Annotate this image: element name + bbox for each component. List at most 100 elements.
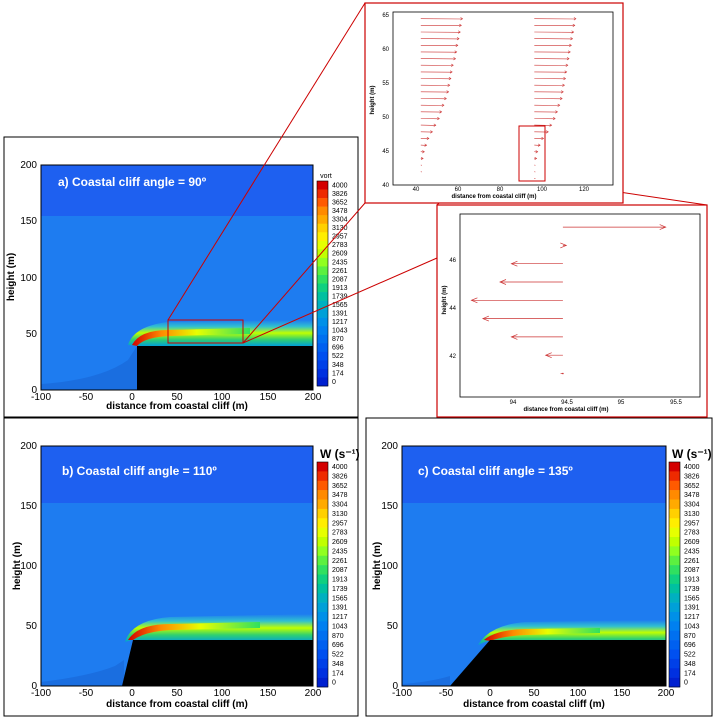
colorbar-swatch bbox=[317, 181, 328, 190]
panel-b-plot bbox=[40, 445, 314, 687]
colorbar-tick-label: 2783 bbox=[332, 242, 348, 249]
y-tick-label: 0 bbox=[31, 385, 37, 396]
colorbar-tick-label: 1565 bbox=[332, 595, 348, 602]
vector-arrowhead bbox=[566, 57, 570, 61]
x-tick-label: 0 bbox=[129, 392, 135, 403]
colorbar-tick-label: 870 bbox=[332, 336, 344, 343]
y-axis-label: height (m) bbox=[372, 542, 383, 590]
colorbar-tick-label: 174 bbox=[332, 670, 344, 677]
y-ticks: 0 50 100 150 200 bbox=[20, 441, 37, 692]
colorbar-swatch bbox=[669, 508, 680, 519]
x-tick-label: 100 bbox=[537, 187, 548, 193]
vector-arrowhead bbox=[446, 90, 450, 94]
colorbar-swatch bbox=[669, 537, 680, 547]
colorbar-swatch bbox=[317, 360, 328, 370]
colorbar-swatch bbox=[317, 677, 328, 688]
vector-arrowhead bbox=[561, 90, 564, 94]
x-tick-label: 94 bbox=[510, 400, 517, 406]
zoom-connector-line bbox=[242, 257, 438, 344]
colorbar-swatch bbox=[317, 326, 328, 336]
panel-title: c) Coastal cliff angle = 135º bbox=[418, 464, 573, 478]
colorbar-tick-label: 2087 bbox=[684, 567, 700, 574]
colorbar-swatch bbox=[669, 462, 680, 472]
colorbar-swatch bbox=[669, 546, 680, 557]
y-axis-label: height (m) bbox=[12, 542, 23, 590]
vector-arrowhead bbox=[448, 77, 452, 81]
colorbar-tick-label: 174 bbox=[684, 670, 696, 677]
y-tick-label: 42 bbox=[449, 354, 456, 360]
x-tick-label: 60 bbox=[455, 187, 462, 193]
colorbar-tick-label: 2261 bbox=[332, 558, 348, 565]
panel-c-plot bbox=[401, 445, 667, 687]
colorbar-swatch bbox=[317, 480, 328, 491]
vector-arrowhead bbox=[549, 123, 553, 127]
shear-core bbox=[484, 628, 600, 641]
colorbar-swatch bbox=[317, 462, 328, 472]
colorbar-title: vort bbox=[320, 173, 332, 180]
colorbar-tick-label: 696 bbox=[332, 345, 344, 352]
x-tick-label: 200 bbox=[305, 688, 322, 699]
colorbar-swatch bbox=[669, 677, 680, 688]
colorbar-tick-label: 522 bbox=[332, 353, 344, 360]
colorbar-swatch bbox=[317, 490, 328, 500]
y-tick-label: 150 bbox=[20, 501, 37, 512]
colorbar: 4000 3826 3652 3478 3304 3130 2957 2783 2609 2435… bbox=[668, 461, 700, 688]
colorbar-swatch bbox=[317, 206, 328, 216]
x-tick-label: 150 bbox=[260, 392, 277, 403]
colorbar-swatch bbox=[317, 257, 328, 267]
colorbar-swatch bbox=[317, 508, 328, 519]
colorbar-tick-label: 2087 bbox=[332, 276, 348, 283]
colorbar-swatch bbox=[317, 518, 328, 528]
x-tick-label: 100 bbox=[214, 392, 231, 403]
colorbar-swatch bbox=[317, 266, 328, 276]
vector-arrowhead bbox=[456, 37, 460, 41]
x-tick-label: -50 bbox=[79, 688, 94, 699]
colorbar-tick-label: 2609 bbox=[332, 539, 348, 546]
panel-title: a) Coastal cliff angle = 90º bbox=[58, 175, 207, 189]
colorbar-tick-label: 348 bbox=[684, 661, 696, 668]
vector-arrowhead bbox=[568, 50, 571, 54]
plot-background-upper bbox=[41, 165, 313, 216]
colorbar-tick-label: 1565 bbox=[684, 595, 700, 602]
vector-arrowhead bbox=[455, 43, 459, 47]
x-tick-label: 0 bbox=[129, 688, 135, 699]
vector-arrowhead bbox=[458, 30, 461, 34]
colorbar-swatch bbox=[317, 334, 328, 344]
colorbar-tick-label: 870 bbox=[332, 633, 344, 640]
colorbar-tick-label: 3652 bbox=[332, 483, 348, 490]
colorbar-tick-label: 3130 bbox=[332, 511, 348, 518]
x-axis-label: distance from coastal cliff (m) bbox=[523, 407, 608, 413]
vector-arrowhead bbox=[430, 130, 433, 134]
colorbar-tick-label: 1913 bbox=[332, 285, 348, 292]
colorbar-swatch bbox=[669, 621, 680, 632]
colorbar-tick-label: 1217 bbox=[684, 614, 700, 621]
colorbar-swatch bbox=[317, 249, 328, 259]
colorbar-tick-label: 1565 bbox=[332, 302, 348, 309]
colorbar-swatch bbox=[669, 630, 680, 641]
colorbar-tick-label: 3478 bbox=[684, 492, 700, 499]
panel-a-plot bbox=[40, 164, 314, 391]
x-ticks: -100 -50 0 50 100 150 200 bbox=[31, 392, 322, 403]
y-axis-label: height (m) bbox=[370, 86, 376, 115]
y-tick-label: 50 bbox=[26, 329, 38, 340]
inset-2-plot-frame bbox=[459, 213, 701, 398]
colorbar-tick-label: 696 bbox=[332, 642, 344, 649]
colorbar-swatch bbox=[317, 189, 328, 199]
colorbar-swatch bbox=[669, 612, 680, 622]
y-tick-label: 50 bbox=[26, 621, 38, 632]
vector-arrowhead bbox=[565, 63, 569, 67]
colorbar-tick-label: 3652 bbox=[684, 483, 700, 490]
x-tick-label: -50 bbox=[439, 688, 454, 699]
x-ticks: 40 60 80 100 120 bbox=[413, 187, 590, 193]
colorbar-swatch bbox=[669, 593, 680, 603]
colorbar-tick-label: 1913 bbox=[332, 577, 348, 584]
colorbar-tick-label: 2261 bbox=[332, 268, 348, 275]
colorbar-tick-label: 1043 bbox=[332, 623, 348, 630]
inset-1-plot-frame bbox=[392, 11, 614, 186]
colorbar-tick-label: 3478 bbox=[332, 208, 348, 215]
colorbar-swatch bbox=[317, 377, 328, 387]
colorbar-swatch bbox=[669, 555, 680, 566]
colorbar-tick-label: 2957 bbox=[332, 234, 348, 241]
colorbar-swatch bbox=[317, 583, 328, 594]
colorbar-tick-label: 2783 bbox=[684, 530, 700, 537]
